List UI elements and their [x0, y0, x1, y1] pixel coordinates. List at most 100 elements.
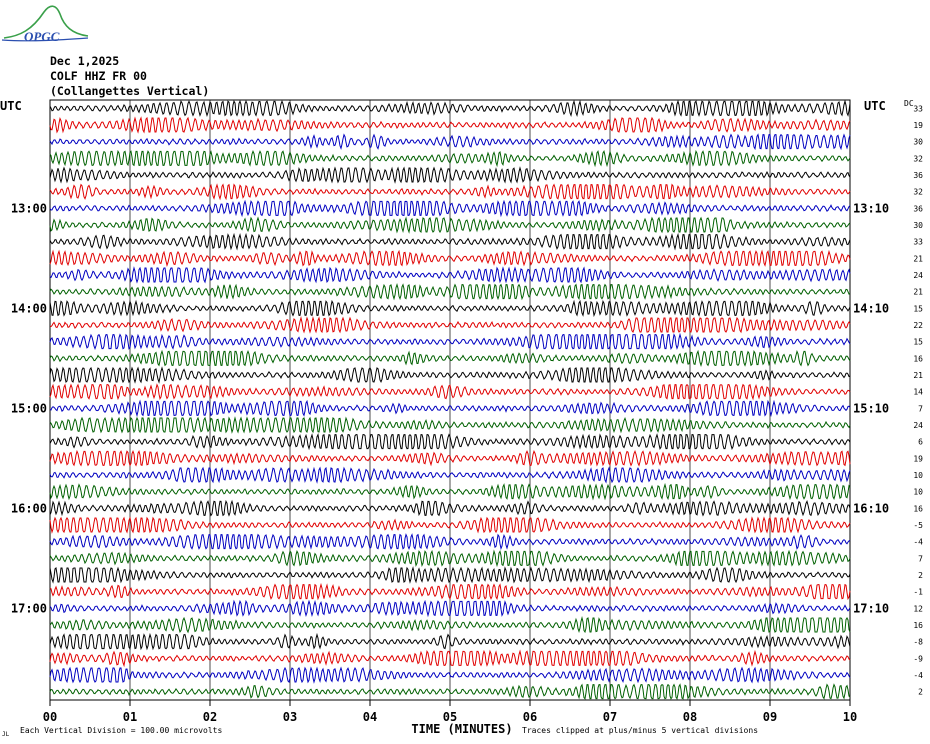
dc-offset-label: 22 [913, 321, 923, 330]
dc-offset-label: 21 [913, 254, 923, 263]
x-tick-label: 08 [683, 710, 697, 724]
dc-offset-label: 36 [913, 204, 923, 213]
x-tick-label: 01 [123, 710, 137, 724]
dc-offset-label: 7 [918, 554, 923, 563]
header-station: COLF HHZ FR 00 [50, 69, 147, 83]
seismic-trace-row-4 [49, 166, 851, 184]
seismic-trace-row-16 [49, 366, 851, 384]
seismic-trace-row-13 [49, 316, 851, 334]
seismic-trace-row-27 [49, 549, 851, 568]
dc-offset-label: 33 [913, 238, 923, 247]
seismic-trace-row-7 [49, 216, 851, 234]
seismic-trace-row-23 [49, 482, 851, 501]
right-axis-label: UTC [864, 99, 886, 113]
left-time-label: 17:00 [11, 601, 47, 615]
seismic-trace-row-31 [49, 616, 851, 634]
seismic-trace-row-17 [49, 383, 851, 401]
dc-offset-label: 33 [913, 104, 923, 113]
dc-offset-label: 15 [913, 304, 923, 313]
seismic-traces [49, 99, 851, 700]
dc-offset-label: 24 [913, 271, 923, 280]
x-tick-label: 07 [603, 710, 617, 724]
seismic-trace-row-35 [49, 683, 851, 700]
seismic-trace-row-1 [49, 116, 851, 134]
x-tick-label: 04 [363, 710, 377, 724]
dc-offset-label: 2 [918, 688, 923, 697]
dc-offset-label: 15 [913, 338, 923, 347]
seismic-trace-row-18 [49, 399, 851, 418]
seismic-trace-row-3 [49, 149, 851, 168]
x-tick-label: 06 [523, 710, 537, 724]
seismic-trace-row-12 [49, 299, 851, 318]
seismic-trace-row-10 [49, 266, 851, 284]
seismic-trace-row-26 [49, 533, 851, 551]
left-axis-label: UTC [0, 99, 22, 113]
seismic-trace-row-15 [49, 349, 851, 367]
dc-offset-label: 2 [918, 571, 923, 580]
dc-offset-label: 24 [913, 421, 923, 430]
right-time-label: 17:10 [853, 601, 889, 615]
seismic-trace-row-20 [49, 433, 851, 451]
right-time-label: 14:10 [853, 301, 889, 315]
right-time-label: 13:10 [853, 201, 889, 215]
dc-offset-label: -9 [913, 654, 923, 663]
x-tick-label: 03 [283, 710, 297, 724]
dc-offset-label: 14 [913, 388, 923, 397]
left-time-label: 14:00 [11, 301, 47, 315]
dc-offset-label: 30 [913, 221, 923, 230]
left-time-label: 13:00 [11, 201, 47, 215]
dc-offset-label: 16 [913, 621, 923, 630]
dc-offset-label: 32 [913, 188, 923, 197]
dc-offset-label: 32 [913, 154, 923, 163]
chart-grid [49, 99, 851, 706]
dc-offset-label: 10 [913, 471, 923, 480]
dc-offset-label: 12 [913, 604, 923, 613]
opgc-logo: OPGC [1, 5, 89, 44]
header-date: Dec 1,2025 [50, 54, 120, 68]
chart-labels: 00 01 02 03 04 05 06 07 08 09 10 33 19 30 32 36 32 36 30 33… [0, 99, 923, 738]
seismic-trace-row-29 [49, 582, 851, 601]
dc-offset-label: 36 [913, 171, 923, 180]
dc-offset-label: 6 [918, 438, 923, 447]
seismic-trace-row-34 [49, 666, 851, 684]
seismic-trace-row-11 [49, 282, 851, 301]
right-time-label: 15:10 [853, 401, 889, 415]
dc-label: DC [904, 99, 914, 108]
seismic-trace-row-6 [49, 199, 851, 218]
seismic-trace-row-32 [49, 632, 851, 651]
x-tick-label: 00 [43, 710, 57, 724]
dc-offset-label: 7 [918, 404, 923, 413]
footer-clip-note: Traces clipped at plus/minus 5 vertical … [522, 726, 758, 735]
dc-offset-label: -5 [913, 521, 923, 530]
dc-offset-label: 16 [913, 504, 923, 513]
seismic-trace-row-25 [49, 516, 851, 534]
x-tick-label: 09 [763, 710, 777, 724]
seismic-trace-row-30 [49, 599, 851, 618]
logo-text: OPGC [24, 29, 60, 44]
dc-offset-label: 19 [913, 454, 923, 463]
seismic-trace-row-33 [49, 649, 851, 668]
dc-offset-label: 30 [913, 138, 923, 147]
dc-offset-label: 16 [913, 354, 923, 363]
left-time-label: 16:00 [11, 501, 47, 515]
dc-offset-label: 10 [913, 488, 923, 497]
seismic-trace-row-22 [49, 466, 851, 484]
header-location: (Collangettes Vertical) [50, 84, 210, 98]
seismic-trace-row-24 [49, 499, 851, 517]
dc-offset-label: 19 [913, 121, 923, 130]
corner-mark: JL [2, 731, 10, 738]
seismic-trace-row-9 [49, 249, 851, 268]
dc-offset-label: -4 [913, 538, 923, 547]
seismic-trace-row-2 [49, 133, 851, 151]
right-time-label: 16:10 [853, 501, 889, 515]
x-tick-label: 02 [203, 710, 217, 724]
dc-offset-label: -8 [913, 638, 923, 647]
dc-offset-label: -1 [913, 588, 923, 597]
left-time-label: 15:00 [11, 401, 47, 415]
dc-offset-label: -4 [913, 671, 923, 680]
seismic-trace-row-8 [49, 232, 851, 251]
x-tick-label: 10 [843, 710, 857, 724]
seismic-trace-row-28 [49, 566, 851, 584]
seismic-trace-row-19 [49, 416, 851, 434]
